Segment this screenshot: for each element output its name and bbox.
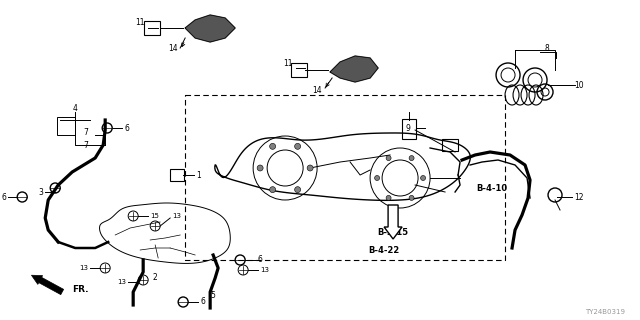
- Text: B-4-10: B-4-10: [476, 183, 507, 193]
- Polygon shape: [330, 56, 378, 82]
- Text: 5: 5: [211, 291, 216, 300]
- Bar: [185, 95, 505, 260]
- FancyArrow shape: [384, 205, 402, 239]
- Circle shape: [420, 175, 426, 180]
- Circle shape: [386, 196, 391, 200]
- Circle shape: [294, 187, 301, 193]
- Text: 11: 11: [136, 18, 145, 27]
- Text: 14: 14: [312, 85, 322, 94]
- Text: B-4-22: B-4-22: [368, 245, 399, 254]
- Text: FR.: FR.: [72, 285, 89, 294]
- Text: 13: 13: [117, 279, 126, 285]
- Text: 12: 12: [574, 193, 584, 202]
- Text: B-3-15: B-3-15: [378, 228, 409, 236]
- Text: 6: 6: [200, 298, 205, 307]
- Text: 7: 7: [83, 140, 88, 149]
- Text: 1: 1: [196, 171, 201, 180]
- Text: 7: 7: [83, 127, 88, 137]
- Circle shape: [269, 187, 276, 193]
- Text: 10: 10: [574, 81, 584, 90]
- Text: 6: 6: [257, 255, 262, 265]
- Text: 6: 6: [1, 193, 6, 202]
- Text: 13: 13: [260, 267, 269, 273]
- Circle shape: [374, 175, 380, 180]
- Bar: [57, 117, 75, 135]
- Text: 13: 13: [79, 265, 88, 271]
- Circle shape: [307, 165, 313, 171]
- Text: TY24B0319: TY24B0319: [585, 309, 625, 315]
- Text: 4: 4: [73, 103, 77, 113]
- Circle shape: [257, 165, 263, 171]
- FancyArrow shape: [31, 275, 63, 295]
- Text: 14: 14: [168, 44, 178, 52]
- Text: 3: 3: [38, 188, 44, 196]
- Text: 6: 6: [124, 124, 129, 132]
- Text: 15: 15: [150, 213, 159, 219]
- Circle shape: [294, 143, 301, 149]
- Circle shape: [409, 196, 414, 200]
- Text: 8: 8: [545, 44, 549, 52]
- Text: 9: 9: [405, 124, 410, 132]
- Text: 2: 2: [152, 274, 157, 283]
- Text: 11: 11: [284, 59, 293, 68]
- Text: 13: 13: [172, 213, 181, 219]
- Circle shape: [386, 156, 391, 161]
- Circle shape: [409, 156, 414, 161]
- Polygon shape: [185, 15, 235, 42]
- Circle shape: [269, 143, 276, 149]
